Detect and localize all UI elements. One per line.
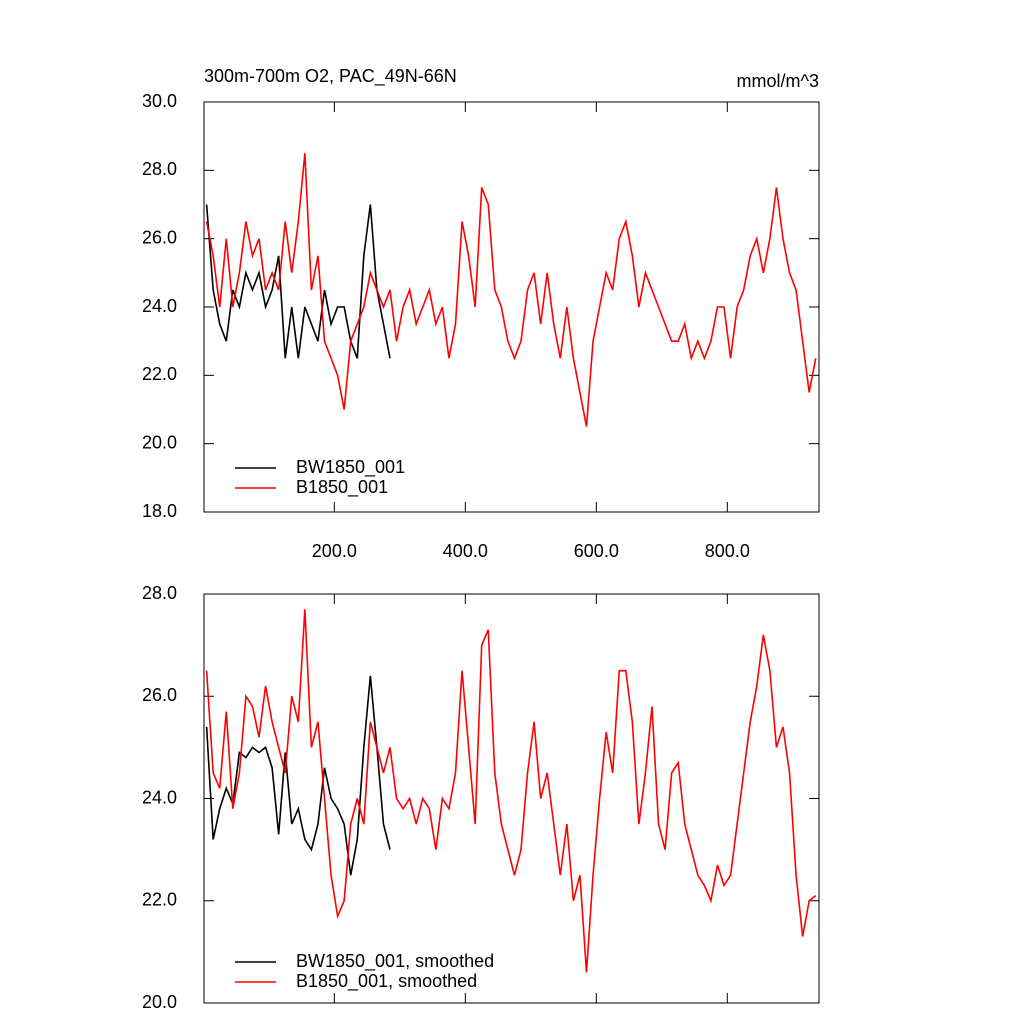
legend-label: BW1850_001, smoothed — [296, 951, 494, 972]
x-tick-label: 600.0 — [574, 541, 619, 561]
data-line — [205, 675, 391, 876]
data-line — [205, 609, 817, 973]
y-tick-label: 22.0 — [142, 364, 177, 384]
x-tick-label: 800.0 — [705, 541, 750, 561]
legend-label: B1850_001, smoothed — [296, 971, 477, 992]
y-tick-label: 28.0 — [142, 159, 177, 179]
y-tick-label: 20.0 — [142, 432, 177, 452]
y-tick-label: 26.0 — [142, 685, 177, 705]
y-tick-label: 20.0 — [142, 992, 177, 1012]
legend-label: BW1850_001 — [296, 457, 405, 478]
y-tick-label: 30.0 — [142, 91, 177, 111]
y-tick-label: 24.0 — [142, 787, 177, 807]
chart-title: 300m-700m O2, PAC_49N-66N — [204, 66, 457, 87]
y-tick-label: 18.0 — [142, 501, 177, 521]
data-line — [205, 153, 817, 427]
legend-label: B1850_001 — [296, 477, 388, 498]
y-tick-label: 28.0 — [142, 583, 177, 603]
plot-frame — [203, 593, 820, 1004]
x-tick-label: 200.0 — [312, 541, 357, 561]
y-tick-label: 22.0 — [142, 890, 177, 910]
y-tick-label: 24.0 — [142, 296, 177, 316]
x-tick-label: 400.0 — [443, 541, 488, 561]
y-tick-label: 26.0 — [142, 227, 177, 247]
data-line — [205, 204, 391, 359]
plot-frame — [203, 101, 820, 513]
units-label: mmol/m^3 — [737, 71, 819, 91]
